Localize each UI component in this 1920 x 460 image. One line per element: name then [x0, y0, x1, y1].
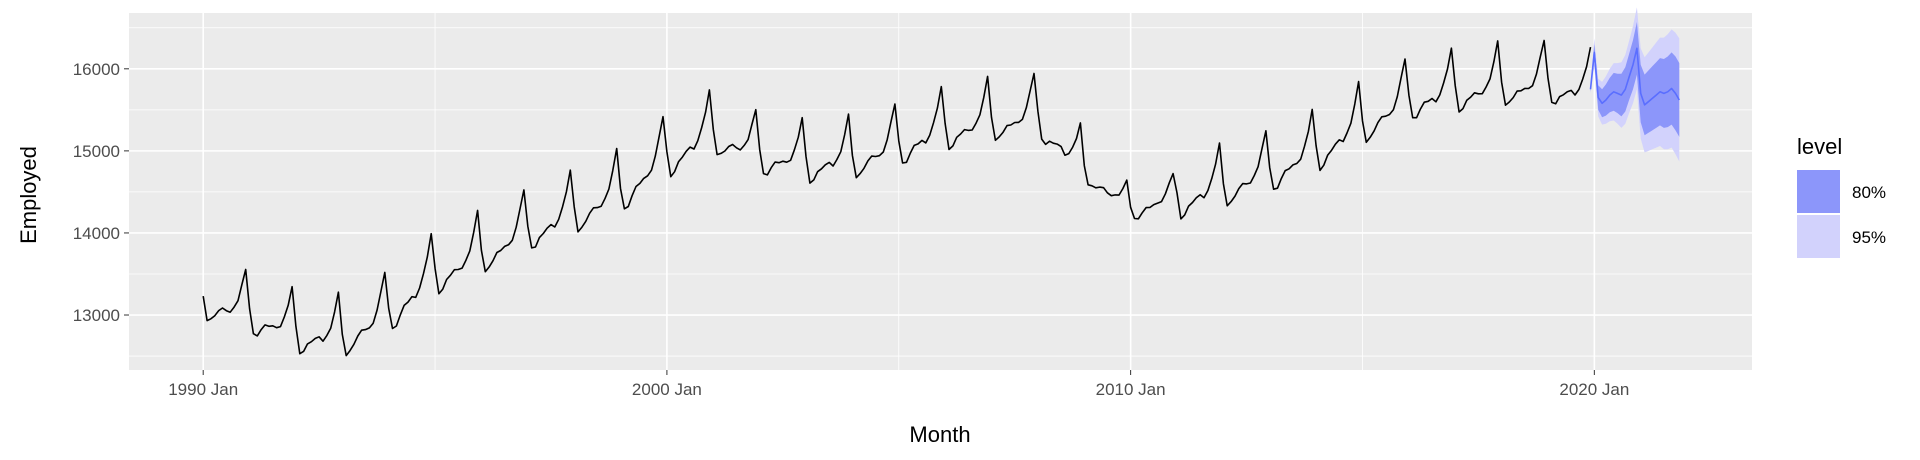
x-tick-label: 2010 Jan: [1096, 380, 1166, 399]
y-tick-label: 16000: [73, 60, 120, 79]
historical-series-line: [202, 39, 1592, 357]
minor-gridlines: [129, 13, 1752, 370]
series-lines: [202, 39, 1680, 357]
legend-key-95: [1797, 215, 1840, 258]
y-axis: 13000 14000 15000 16000: [73, 60, 129, 325]
x-tick-label: 1990 Jan: [168, 380, 238, 399]
legend: level 80% 95%: [1797, 134, 1886, 258]
x-axis: 1990 Jan 2000 Jan 2010 Jan 2020 Jan: [168, 370, 1629, 399]
legend-key-80: [1797, 170, 1840, 213]
y-tick-label: 14000: [73, 224, 120, 243]
x-tick-label: 2020 Jan: [1559, 380, 1629, 399]
y-tick-label: 15000: [73, 142, 120, 161]
forecast-intervals: [1590, 7, 1680, 162]
plot-panel: [129, 13, 1752, 370]
y-axis-title: Employed: [16, 146, 41, 244]
major-gridlines: [129, 13, 1752, 370]
x-axis-title: Month: [909, 422, 970, 447]
forecast-series-line: [1589, 47, 1680, 106]
legend-label-95: 95%: [1852, 228, 1886, 247]
legend-title: level: [1797, 134, 1842, 159]
legend-label-80: 80%: [1852, 183, 1886, 202]
y-tick-label: 13000: [73, 306, 120, 325]
forecast-80-interval: [1590, 22, 1680, 137]
x-tick-label: 2000 Jan: [632, 380, 702, 399]
